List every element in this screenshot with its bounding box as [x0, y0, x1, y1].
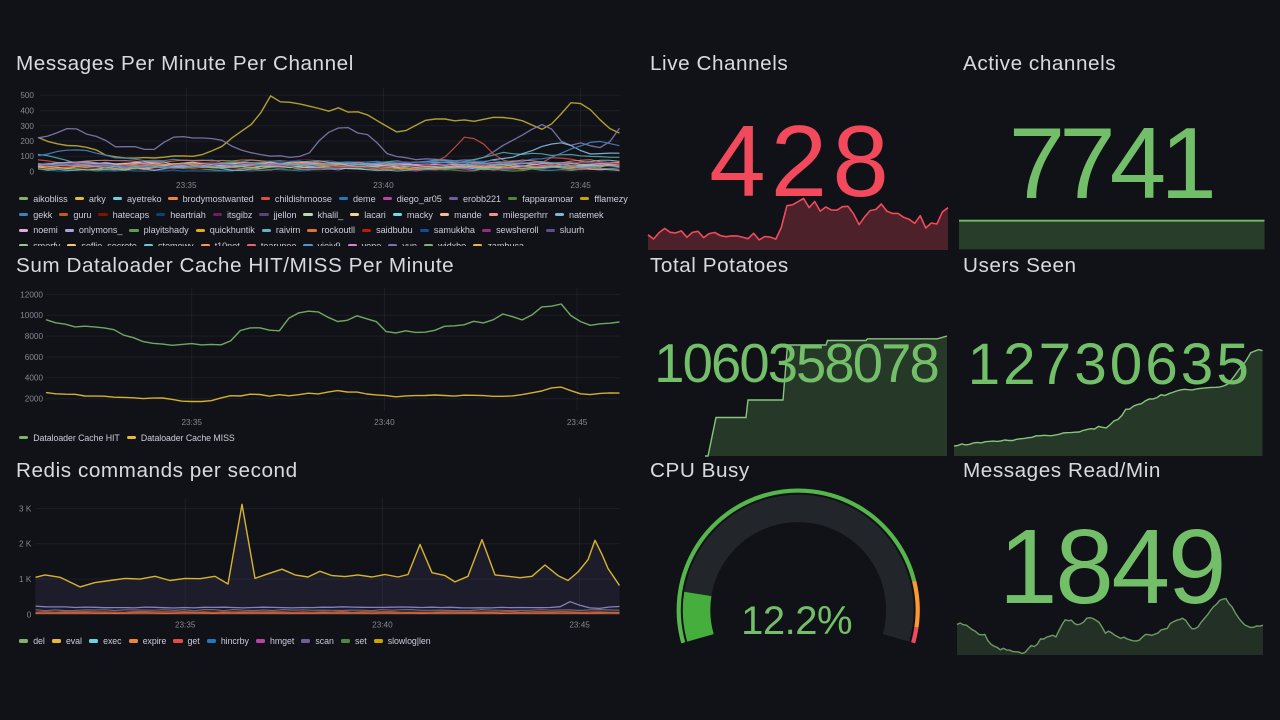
- svg-text:10000: 10000: [20, 311, 43, 320]
- svg-text:500: 500: [20, 91, 34, 100]
- svg-text:23:45: 23:45: [569, 620, 590, 629]
- svg-text:23:35: 23:35: [175, 620, 196, 629]
- svg-text:3 K: 3 K: [19, 504, 32, 513]
- svg-text:23:35: 23:35: [176, 181, 197, 190]
- svg-text:1 K: 1 K: [19, 575, 32, 584]
- svg-text:23:45: 23:45: [567, 418, 588, 427]
- svg-text:12000: 12000: [20, 290, 43, 299]
- svg-text:2 K: 2 K: [19, 540, 32, 549]
- svg-text:6000: 6000: [25, 353, 44, 362]
- svg-text:400: 400: [20, 107, 34, 116]
- svg-text:23:45: 23:45: [570, 181, 591, 190]
- svg-text:300: 300: [20, 122, 34, 131]
- svg-text:0: 0: [27, 610, 32, 619]
- svg-text:23:40: 23:40: [372, 620, 393, 629]
- svg-text:0: 0: [29, 168, 34, 177]
- svg-text:23:40: 23:40: [374, 418, 395, 427]
- svg-text:4000: 4000: [25, 374, 44, 383]
- svg-text:2000: 2000: [25, 395, 44, 404]
- svg-text:23:35: 23:35: [181, 418, 202, 427]
- svg-text:200: 200: [20, 137, 34, 146]
- svg-text:100: 100: [20, 152, 34, 161]
- svg-text:23:40: 23:40: [373, 181, 394, 190]
- svg-text:8000: 8000: [25, 332, 44, 341]
